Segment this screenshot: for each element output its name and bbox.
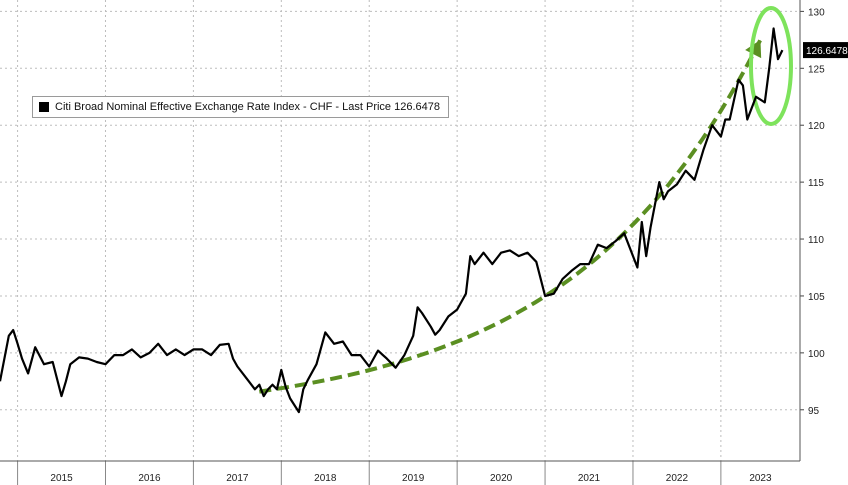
x-tick-label: 2019 bbox=[402, 473, 425, 484]
y-tick-label: 105 bbox=[808, 292, 825, 303]
y-tick-label: 125 bbox=[808, 64, 825, 75]
x-tick-label: 2022 bbox=[666, 473, 689, 484]
y-tick-label: 115 bbox=[808, 178, 824, 189]
gridlines bbox=[0, 0, 800, 461]
y-tick-label: 130 bbox=[808, 7, 825, 18]
last-price-badge: 126.6478 bbox=[803, 42, 848, 59]
axes bbox=[0, 0, 804, 485]
last-price-badge-label: 126.6478 bbox=[806, 46, 848, 57]
tick-labels: 95 100 105 110 115 120 125 130 2015 2016 2017 2018 2… bbox=[50, 7, 825, 484]
y-tick-label: 100 bbox=[808, 349, 825, 360]
series-layer bbox=[0, 27, 784, 414]
legend: Citi Broad Nominal Effective Exchange Ra… bbox=[32, 96, 449, 118]
y-tick-label: 95 bbox=[808, 406, 820, 417]
x-tick-label: 2021 bbox=[578, 473, 601, 484]
x-tick-label: 2017 bbox=[226, 473, 249, 484]
trend-curve bbox=[258, 38, 763, 394]
y-tick-label: 110 bbox=[808, 235, 824, 246]
x-tick-label: 2016 bbox=[138, 473, 161, 484]
x-tick-label: 2020 bbox=[490, 473, 513, 484]
y-tick-label: 120 bbox=[808, 121, 825, 132]
highlight-ellipse bbox=[748, 6, 793, 127]
legend-label: Citi Broad Nominal Effective Exchange Ra… bbox=[55, 101, 440, 113]
x-tick-label: 2015 bbox=[50, 473, 73, 484]
last-price-badge-box bbox=[803, 42, 848, 59]
legend-swatch-icon bbox=[39, 102, 49, 112]
trend-annotation bbox=[258, 6, 793, 394]
x-tick-label: 2018 bbox=[314, 473, 337, 484]
x-tick-label: 2023 bbox=[749, 473, 772, 484]
price-series-line bbox=[0, 27, 784, 414]
